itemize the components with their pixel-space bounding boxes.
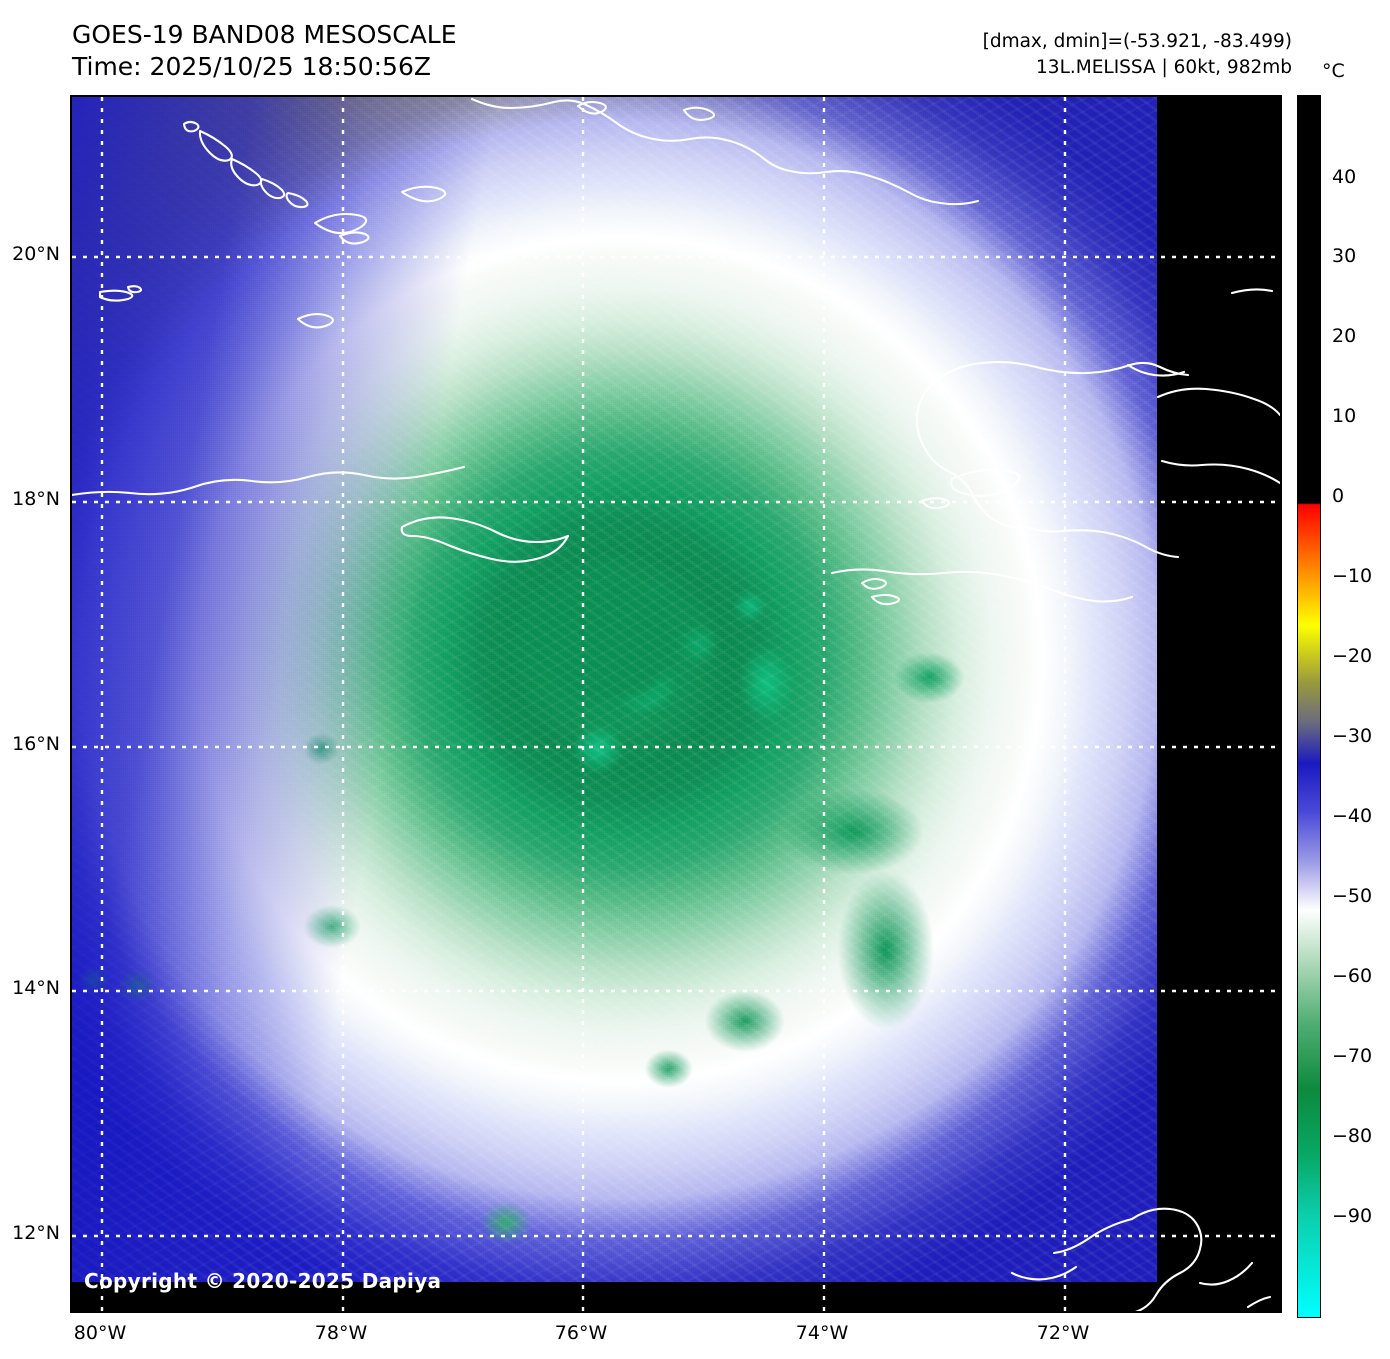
satellite-plot-area: Copyright © 2020-2025 Dapiya	[70, 95, 1282, 1313]
colorbar-tick-label: 20	[1332, 325, 1357, 347]
colorbar-tick-label: −70	[1332, 1045, 1373, 1067]
pixel-grain-layer	[72, 97, 1157, 1282]
gridline-group	[72, 97, 1280, 1311]
colorbar-gradient	[1298, 96, 1320, 1317]
x-tick-label: 80°W	[73, 1322, 127, 1344]
colorbar-tick-label: −10	[1332, 565, 1373, 587]
colorbar	[1297, 95, 1321, 1318]
x-tick-label: 74°W	[795, 1322, 849, 1344]
colorbar-tick-label: −30	[1332, 725, 1373, 747]
colorbar-tick-label: −80	[1332, 1125, 1373, 1147]
timestamp-label: Time: 2025/10/25 18:50:56Z	[72, 52, 431, 81]
colorbar-unit-label: °C	[1322, 60, 1345, 82]
data-range-label: [dmax, dmin]=(-53.921, -83.499)	[982, 31, 1292, 52]
x-tick-label: 72°W	[1036, 1322, 1090, 1344]
colorbar-tick-label: −20	[1332, 645, 1373, 667]
satellite-data-sector	[72, 97, 1157, 1282]
page-title: GOES-19 BAND08 MESOSCALE	[72, 20, 457, 49]
colorbar-tick-label: −50	[1332, 885, 1373, 907]
colorbar-tick-label: 0	[1332, 485, 1345, 507]
coastline-group	[72, 97, 1280, 1311]
colorbar-tick-label: −60	[1332, 965, 1373, 987]
colorbar-tick-label: 30	[1332, 245, 1357, 267]
colorbar-tick-label: 10	[1332, 405, 1357, 427]
colorbar-tick-label: 40	[1332, 166, 1357, 188]
x-tick-label: 76°W	[554, 1322, 608, 1344]
map-overlay	[72, 97, 1280, 1311]
west-edge-veil	[72, 97, 1157, 1282]
colorbar-tick-label: −40	[1332, 805, 1373, 827]
storm-info-label: 13L.MELISSA | 60kt, 982mb	[1036, 57, 1292, 78]
copyright-label: Copyright © 2020-2025 Dapiya	[84, 1269, 442, 1293]
x-tick-label: 78°W	[314, 1322, 368, 1344]
colorbar-tick-label: −90	[1332, 1205, 1373, 1227]
